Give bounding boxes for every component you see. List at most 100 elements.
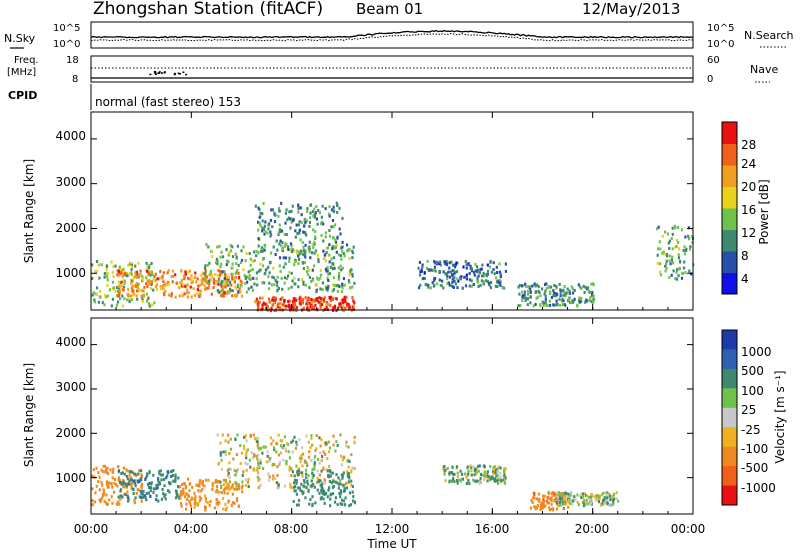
velocity-echo-cell	[492, 472, 495, 476]
velocity-echo-cell	[216, 433, 219, 437]
power-echo-cell	[99, 289, 102, 293]
power-echo-cell	[289, 226, 292, 230]
power-echo-cell	[257, 307, 260, 311]
velocity-echo-cell	[547, 496, 550, 500]
power-echo-cell	[167, 282, 170, 286]
power-echo-cell	[104, 294, 107, 297]
power-echo-cell	[205, 242, 208, 246]
power-echo-cell	[677, 256, 681, 260]
power-echo-cell	[324, 231, 327, 235]
velocity-echo-cell	[222, 478, 225, 482]
velocity-echo-cell	[291, 486, 294, 490]
power-echo-cell	[210, 273, 214, 277]
velocity-echo-cell	[605, 493, 608, 497]
power-echo-cell	[523, 290, 527, 294]
velocity-echo-cell	[291, 450, 294, 454]
velocity-echo-cell	[257, 446, 260, 450]
power-echo-cell	[239, 261, 243, 264]
velocity-echo-cell	[349, 503, 353, 507]
velocity-echo-cell	[345, 486, 348, 490]
power-echo-cell	[659, 273, 663, 277]
velocity-echo-cell	[123, 472, 126, 476]
power-colorbar-segment	[722, 251, 737, 273]
power-echo-cell	[105, 265, 109, 269]
velocity-echo-cell	[233, 487, 236, 491]
power-echo-cell	[199, 289, 202, 293]
velocity-echo-cell	[459, 469, 462, 473]
velocity-echo-cell	[542, 505, 545, 509]
velocity-echo-cell	[334, 449, 337, 453]
velocity-echo-cell	[290, 474, 293, 478]
vel-cbar-tick-neg1000: -1000	[741, 481, 776, 495]
power-echo-cell	[151, 303, 154, 307]
velocity-echo-cell	[157, 479, 160, 483]
velocity-echo-cell	[277, 453, 280, 457]
velocity-echo-cell	[118, 502, 121, 506]
velocity-echo-cell	[126, 490, 129, 494]
velocity-echo-cell	[319, 451, 322, 455]
power-echo-cell	[97, 263, 100, 267]
power-echo-cell	[423, 271, 426, 275]
power-echo-cell	[544, 289, 547, 293]
power-echo-cell	[352, 299, 355, 303]
power-echo-cell	[346, 302, 349, 306]
power-echo-cell	[103, 272, 106, 276]
velocity-echo-cell	[597, 500, 601, 504]
power-echo-cell	[136, 272, 139, 276]
velocity-echo-cell	[130, 478, 133, 482]
power-echo-cell	[315, 290, 318, 294]
velocity-echo-cell	[320, 489, 323, 492]
power-echo-cell	[93, 298, 96, 302]
power-echo-cell	[97, 300, 100, 304]
velocity-echo-cell	[198, 480, 201, 484]
power-echo-cell	[331, 267, 334, 271]
power-echo-cell	[143, 285, 146, 289]
power-echo-cell	[124, 273, 127, 277]
power-echo-cell	[571, 299, 574, 303]
power-echo-cell	[94, 270, 97, 274]
power-echo-cell	[558, 282, 561, 286]
velocity-echo-cell	[243, 435, 246, 439]
velocity-echo-cell	[228, 488, 231, 492]
power-echo-cell	[343, 295, 346, 299]
velocity-echo-cell	[323, 489, 326, 493]
velocity-echo-cell	[140, 491, 143, 495]
power-echo-cell	[453, 265, 457, 269]
power-echo-cell	[571, 291, 575, 295]
velocity-echo-cell	[234, 481, 237, 484]
velocity-echo-cell	[346, 472, 349, 476]
power-echo-cell	[314, 282, 317, 286]
velocity-echo-cell	[227, 474, 230, 478]
velocity-echo-cell	[456, 471, 459, 475]
power-echo-cell	[288, 210, 291, 214]
power-echo-cell	[101, 301, 104, 305]
power-echo-cell	[552, 289, 555, 293]
velocity-echo-cell	[153, 487, 156, 491]
velocity-colorbar-segment	[722, 407, 737, 428]
power-echo-cell	[205, 286, 208, 290]
velocity-echo-cell	[300, 482, 303, 486]
power-echo-cell	[287, 305, 290, 309]
power-echo-cell	[584, 300, 587, 304]
freq-left-label-line1: Freq.	[14, 55, 39, 66]
power-echo-cell	[669, 262, 672, 266]
velocity-echo-cell	[122, 478, 125, 482]
power-echo-cell	[261, 281, 264, 285]
velocity-echo-cell	[217, 490, 220, 494]
nave-label: Nave	[750, 63, 778, 76]
power-echo-cell	[448, 266, 451, 270]
velocity-echo-cell	[301, 492, 304, 496]
power-echo-cell	[146, 299, 149, 303]
power-echo-cell	[332, 288, 335, 292]
velocity-echo-cell	[321, 454, 324, 458]
velocity-echo-cell	[295, 492, 298, 496]
power-echo-cell	[572, 299, 575, 303]
power-echo-cell	[288, 256, 291, 260]
velocity-echo-cell	[533, 496, 536, 500]
power-echo-cell	[115, 303, 119, 307]
power-echo-cell	[147, 266, 151, 270]
power-echo-cell	[133, 292, 136, 296]
power-echo-cell	[273, 213, 276, 217]
power-colorbar-segment	[722, 208, 737, 230]
velocity-echo-cell	[475, 471, 479, 475]
